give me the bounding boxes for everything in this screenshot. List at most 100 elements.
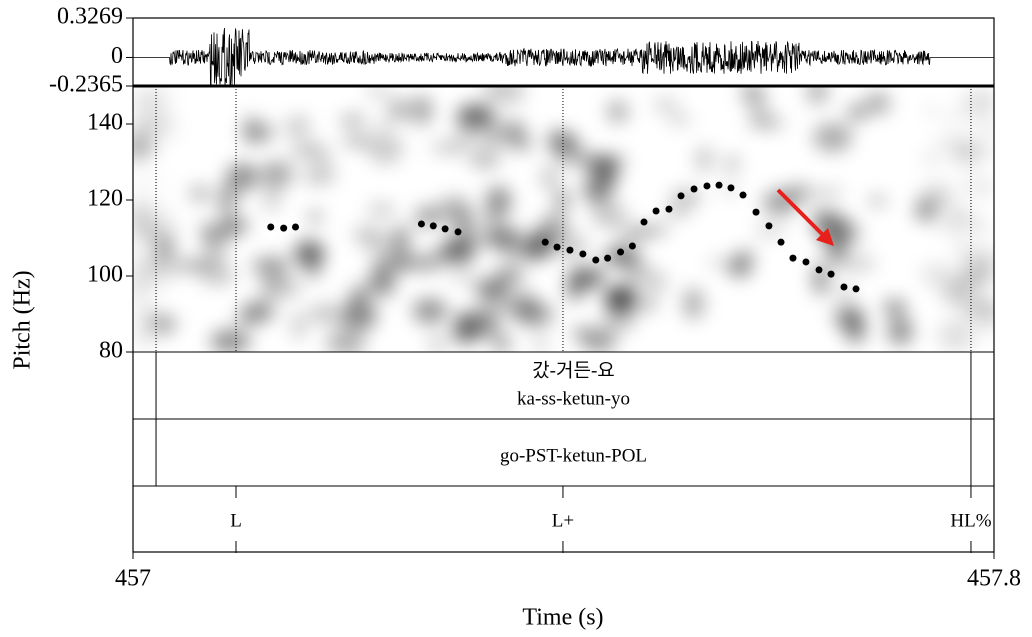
spectrogram-blob bbox=[460, 235, 494, 247]
spectrogram-blob bbox=[438, 140, 467, 155]
pitch-point bbox=[727, 184, 735, 192]
pitch-point bbox=[553, 243, 561, 251]
waveform-trace bbox=[133, 27, 994, 88]
y-tick-label: 80 bbox=[99, 338, 123, 364]
spectrogram-blob bbox=[372, 252, 397, 280]
spectrogram-blob bbox=[534, 338, 548, 349]
spectrogram-blob bbox=[947, 209, 976, 233]
frame bbox=[132, 17, 995, 553]
spectrogram-blob bbox=[359, 237, 399, 251]
spectrogram-blob bbox=[352, 226, 384, 242]
spectrogram-blob bbox=[754, 225, 786, 236]
spectrogram-blob bbox=[145, 251, 175, 268]
wave-tick-label: -0.2365 bbox=[49, 72, 123, 98]
spectrogram-blob bbox=[210, 329, 251, 352]
wave-tick-label: 0.3269 bbox=[57, 4, 123, 30]
pitch-point bbox=[429, 222, 437, 230]
spectrogram-blob bbox=[620, 257, 650, 286]
plot: -0.2365 0 0.3269 80 100 120 140 457 457.8 갔-거든-요 k… bbox=[49, 4, 1021, 592]
spectrogram-blob bbox=[566, 274, 584, 302]
spectrogram-blob bbox=[388, 98, 409, 122]
spectrogram-blob bbox=[762, 189, 797, 216]
pitch-point bbox=[765, 222, 773, 230]
pitch-point bbox=[566, 246, 574, 254]
pitch-point bbox=[454, 228, 462, 236]
pitch-point bbox=[690, 185, 698, 193]
spectrogram-blob bbox=[942, 112, 960, 126]
spectrogram-blob bbox=[133, 170, 165, 190]
spectrogram-blob bbox=[975, 219, 988, 236]
spectrogram-blob bbox=[340, 300, 378, 331]
spectrogram-blob bbox=[601, 248, 641, 265]
spectrogram-blob bbox=[667, 115, 691, 125]
spectrogram-blob bbox=[236, 307, 264, 325]
spectrogram-blob bbox=[457, 106, 496, 127]
spectrogram-blob bbox=[303, 166, 336, 185]
spectrogram-blob bbox=[367, 204, 396, 216]
spectrogram-blob bbox=[133, 226, 155, 251]
spectrogram-blob bbox=[202, 220, 216, 248]
spectrogram-blob bbox=[324, 299, 340, 328]
spectrogram-blob bbox=[494, 266, 525, 285]
spectrogram-blob bbox=[339, 116, 366, 125]
pitch-point bbox=[628, 242, 636, 250]
x-tick-label: 457.8 bbox=[967, 566, 1021, 592]
spectrogram-blob bbox=[749, 101, 770, 119]
pitch-point bbox=[752, 208, 760, 216]
spectrogram-blob bbox=[968, 299, 994, 316]
spectrogram-blob bbox=[955, 95, 984, 126]
spectrogram-blob bbox=[612, 286, 631, 309]
spectrogram-blob bbox=[581, 327, 617, 352]
spectrogram-blob bbox=[454, 312, 471, 326]
spectrogram-blob bbox=[468, 149, 501, 169]
pitch-point bbox=[292, 223, 300, 231]
spectrogram-blob bbox=[725, 155, 740, 173]
pitch-point bbox=[604, 254, 612, 262]
spectrogram-blob bbox=[955, 172, 992, 181]
spectrogram-blob bbox=[516, 241, 545, 260]
pitch-point bbox=[677, 192, 685, 200]
waveform bbox=[133, 27, 994, 88]
spectrogram-blob bbox=[217, 184, 238, 215]
spectrogram-blob bbox=[410, 95, 433, 125]
spectrogram-blob bbox=[350, 285, 367, 307]
spectrogram-blob bbox=[961, 263, 989, 288]
spectrogram-blob bbox=[342, 135, 373, 147]
y-tick-label: 120 bbox=[87, 186, 123, 212]
spectrogram-blob bbox=[924, 106, 940, 116]
spectrogram-blob bbox=[133, 284, 147, 315]
spectrogram-blob bbox=[811, 259, 828, 289]
spectrogram-blob bbox=[133, 111, 157, 132]
spectrogram-blob bbox=[670, 189, 702, 205]
spectrogram-blob bbox=[540, 166, 559, 190]
spectrogram-blob bbox=[580, 154, 613, 171]
spectrogram-blob bbox=[735, 249, 755, 264]
spectrogram-blob bbox=[489, 86, 526, 105]
spectrogram-blob bbox=[603, 308, 636, 330]
spectrogram-blob bbox=[391, 225, 411, 255]
spectrogram-blob bbox=[510, 119, 525, 140]
spectrogram-blob bbox=[492, 331, 511, 352]
spectrogram-blob bbox=[291, 143, 328, 158]
spectrogram-blob bbox=[920, 147, 947, 169]
spectrogram-blob bbox=[135, 313, 172, 343]
spectrogram-blob bbox=[868, 196, 887, 206]
pitch-point bbox=[617, 248, 625, 256]
spectrogram-blob bbox=[260, 270, 283, 297]
spectrogram-blob bbox=[202, 253, 227, 264]
pitch-point bbox=[840, 283, 848, 291]
spectrogram-blob bbox=[937, 320, 973, 352]
spectrogram-blob bbox=[845, 313, 864, 345]
spectrogram-blob bbox=[260, 160, 294, 188]
spectrogram-blob bbox=[263, 182, 281, 213]
spectrogram-blob bbox=[295, 239, 324, 270]
spectrogram-blob bbox=[226, 162, 258, 193]
spectrogram-blob bbox=[326, 329, 366, 352]
spectrogram-blob bbox=[813, 188, 843, 198]
spectrogram-blob bbox=[916, 186, 955, 211]
spectrogram-blob bbox=[839, 257, 876, 270]
pitch-point bbox=[541, 238, 549, 246]
spectrogram-blob bbox=[400, 258, 438, 270]
pitch-point bbox=[441, 225, 449, 233]
